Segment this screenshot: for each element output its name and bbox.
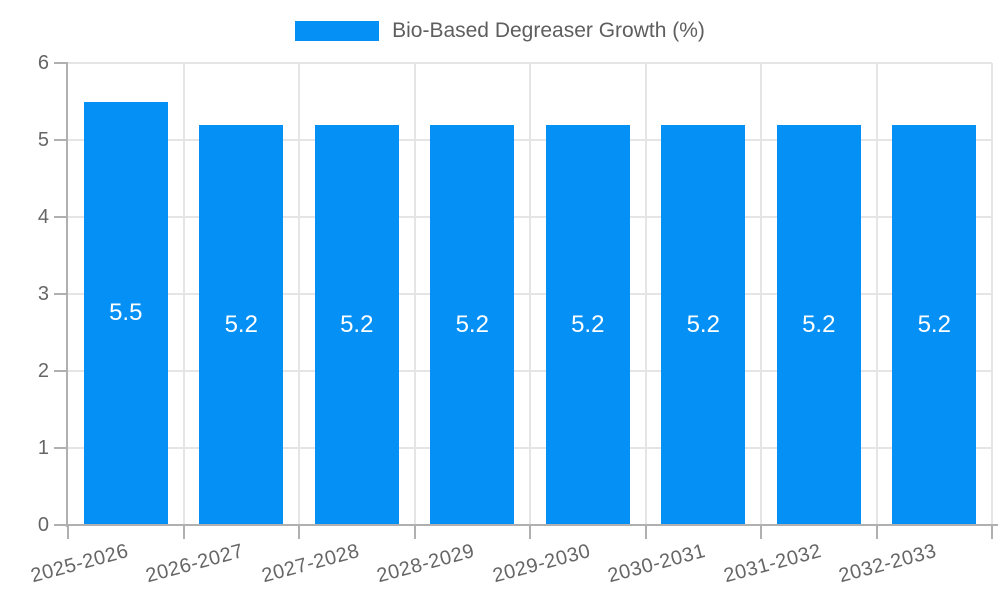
bar-value-label: 5.5	[109, 299, 143, 327]
legend[interactable]: Bio-Based Degreaser Growth (%)	[0, 19, 1000, 43]
bar: 5.5	[83, 101, 168, 525]
bar-value-label: 5.2	[455, 310, 489, 338]
bar: 5.2	[892, 124, 977, 525]
bar-value-label: 5.2	[571, 310, 605, 338]
x-axis-label: 2029-2030	[490, 540, 593, 588]
x-axis-tick	[413, 525, 416, 539]
bar-value-label: 5.2	[686, 310, 720, 338]
gridline-vertical	[298, 63, 300, 525]
x-axis-label: 2026-2027	[143, 540, 246, 588]
y-axis-label: 6	[37, 52, 49, 74]
x-axis-label: 2027-2028	[259, 540, 362, 588]
x-axis-line	[54, 524, 998, 526]
bar: 5.2	[661, 124, 746, 525]
y-axis-tick	[54, 370, 68, 372]
gridline-vertical	[991, 63, 993, 525]
bar: 5.2	[199, 124, 284, 525]
bar: 5.2	[545, 124, 630, 525]
x-axis-tick	[991, 525, 993, 539]
bar: 5.2	[776, 124, 861, 525]
legend-label: Bio-Based Degreaser Growth (%)	[392, 19, 705, 42]
bar: 5.2	[314, 124, 399, 525]
x-axis-tick	[529, 525, 531, 539]
y-axis-tick	[54, 216, 68, 218]
bar-value-label: 5.2	[340, 310, 374, 338]
gridline-vertical	[760, 63, 762, 525]
y-axis-label: 0	[37, 514, 49, 536]
y-axis-label: 1	[37, 437, 49, 459]
y-axis-tick	[54, 293, 68, 295]
x-axis-tick	[298, 525, 300, 539]
x-axis-tick	[875, 525, 878, 539]
x-axis-tick	[67, 525, 69, 539]
gridline-vertical	[413, 63, 416, 525]
y-axis-tick	[54, 524, 68, 526]
y-axis-tick	[54, 447, 68, 449]
x-axis-label: 2031-2032	[721, 540, 824, 588]
y-axis-label: 5	[37, 129, 49, 151]
gridline-vertical	[875, 63, 878, 525]
x-axis-tick	[644, 525, 647, 539]
x-axis-label: 2028-2029	[374, 540, 477, 588]
gridline-vertical	[529, 63, 531, 525]
bar-value-label: 5.2	[917, 310, 951, 338]
y-axis-tick	[54, 62, 68, 64]
gridline-vertical	[644, 63, 647, 525]
bar-value-label: 5.2	[802, 310, 836, 338]
bar-value-label: 5.2	[224, 310, 258, 338]
legend-swatch-icon	[295, 21, 380, 41]
x-axis-tick	[182, 525, 185, 539]
y-axis-tick	[54, 139, 68, 141]
gridline-vertical	[182, 63, 185, 525]
y-axis-label: 3	[37, 283, 49, 305]
y-axis-label: 4	[37, 206, 49, 228]
x-axis-label: 2032-2033	[836, 540, 939, 588]
x-axis-tick	[760, 525, 762, 539]
y-axis-label: 2	[37, 360, 49, 382]
x-axis-label: 2025-2026	[28, 540, 131, 588]
x-axis-label: 2030-2031	[605, 540, 708, 588]
bar: 5.2	[430, 124, 515, 525]
y-axis-line	[66, 63, 68, 527]
